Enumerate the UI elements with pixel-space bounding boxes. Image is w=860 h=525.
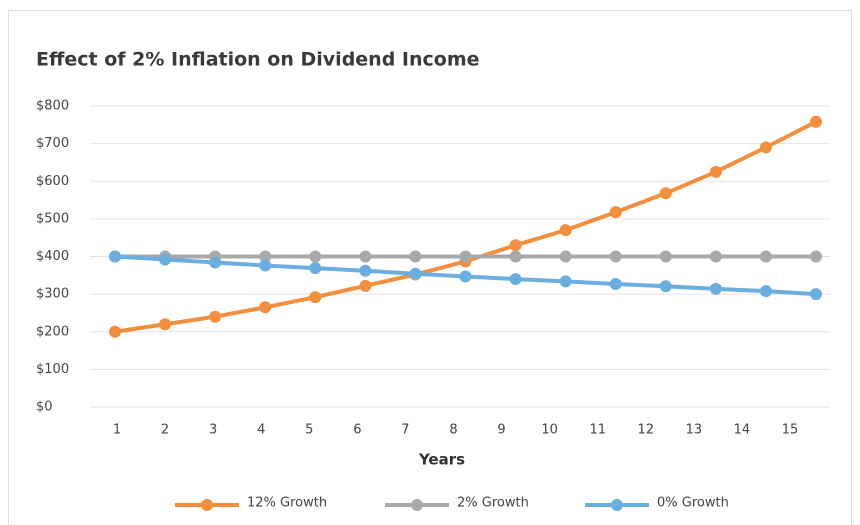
data-point (459, 250, 472, 263)
data-point (309, 250, 322, 263)
legend-marker (201, 499, 213, 511)
data-point (759, 285, 772, 298)
x-tick-label: 12 (638, 423, 655, 438)
y-tick-label: $200 (36, 324, 69, 339)
data-point (709, 165, 722, 178)
data-point (659, 280, 672, 293)
y-tick-label: $300 (36, 287, 69, 302)
y-tick-label: $800 (36, 99, 69, 114)
x-tick-label: 13 (686, 423, 703, 438)
data-point (209, 310, 222, 323)
data-point (509, 273, 522, 286)
data-point (109, 250, 121, 263)
data-point (709, 250, 722, 263)
data-point (409, 267, 422, 280)
data-point (810, 250, 822, 263)
legend-label: 12% Growth (247, 496, 327, 511)
data-point (609, 206, 622, 219)
data-point (309, 291, 322, 304)
data-point (209, 256, 222, 269)
x-tick-label: 11 (589, 423, 606, 438)
x-tick-label: 14 (734, 423, 751, 438)
y-tick-label: $100 (36, 362, 69, 377)
data-point (810, 115, 822, 128)
data-point (559, 250, 572, 263)
x-tick-label: 3 (209, 423, 217, 438)
data-point (709, 282, 722, 295)
data-point (810, 288, 822, 301)
x-tick-label: 2 (161, 423, 169, 438)
data-point (509, 239, 522, 252)
data-point (509, 250, 522, 263)
data-point (359, 250, 372, 263)
legend-label: 2% Growth (457, 496, 529, 511)
x-tick-label: 8 (449, 423, 457, 438)
x-tick-label: 4 (257, 423, 265, 438)
x-tick-label: 1 (113, 423, 121, 438)
data-point (409, 250, 422, 263)
data-point (459, 270, 472, 283)
y-tick-label: $400 (36, 249, 69, 264)
data-point (109, 325, 121, 338)
data-point (559, 275, 572, 288)
data-point (559, 224, 572, 237)
y-tick-label: $700 (36, 136, 69, 151)
data-point (159, 253, 172, 266)
data-point (359, 279, 372, 292)
series-line (114, 120, 817, 334)
frame (8, 10, 852, 525)
x-tick-label: 9 (497, 423, 505, 438)
y-tick-label: $600 (36, 174, 69, 189)
data-point (259, 301, 272, 314)
y-tick-label: $0 (36, 400, 53, 415)
x-axis-label: Years (418, 451, 465, 469)
data-point (659, 250, 672, 263)
legend-label: 0% Growth (657, 496, 729, 511)
data-point (159, 318, 172, 331)
data-point (309, 262, 322, 275)
x-tick-label: 5 (305, 423, 313, 438)
x-tick-label: 7 (401, 423, 409, 438)
y-tick-label: $500 (36, 211, 69, 226)
data-point (259, 250, 272, 263)
data-point (609, 277, 622, 290)
chart-title: Effect of 2% Inflation on Dividend Incom… (36, 49, 480, 71)
data-point (759, 141, 772, 154)
x-tick-label: 15 (782, 423, 799, 438)
x-tick-label: 10 (541, 423, 558, 438)
legend-marker (411, 499, 423, 511)
data-point (609, 250, 622, 263)
data-point (359, 264, 372, 277)
x-tick-label: 6 (353, 423, 361, 438)
data-point (259, 259, 272, 272)
data-point (659, 187, 672, 200)
data-point (759, 250, 772, 263)
legend-marker (611, 499, 623, 511)
